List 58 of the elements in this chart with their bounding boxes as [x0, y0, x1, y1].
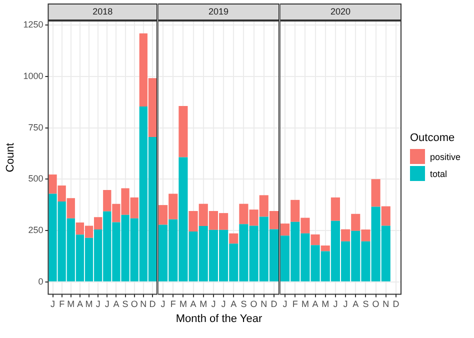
x-tick-label: S	[122, 299, 128, 310]
x-axis-title: Month of the Year	[176, 313, 262, 325]
bar	[229, 233, 238, 244]
x-tick-label: S	[240, 299, 247, 310]
x-tick-label: D	[392, 299, 400, 310]
y-tick-label: 750	[28, 122, 44, 132]
x-tick-label: D	[149, 299, 156, 310]
y-tick-label: 0	[38, 276, 44, 286]
x-tick-label: J	[343, 299, 348, 310]
x-tick-label: J	[221, 299, 226, 310]
x-tick-label: J	[211, 299, 216, 310]
x-tick-label: A	[76, 299, 83, 310]
x-tick-label: J	[160, 299, 166, 310]
x-tick-label: A	[312, 299, 318, 310]
x-tick-label: M	[85, 299, 93, 310]
y-tick-label: 250	[28, 225, 44, 236]
x-tick-label: O	[130, 299, 138, 310]
x-tick-label: O	[250, 299, 258, 310]
x-tick-label: N	[260, 299, 268, 310]
legend-title: Outcome	[410, 132, 456, 144]
x-tick-label: M	[301, 299, 309, 310]
x-tick-label: J	[282, 299, 288, 310]
x-tick-label: M	[179, 299, 187, 310]
x-tick-label: M	[200, 299, 208, 310]
x-tick-label: J	[333, 299, 338, 310]
x-tick-label: M	[67, 299, 75, 310]
x-tick-label: F	[170, 299, 176, 310]
bar	[330, 197, 340, 221]
y-tick-label: 500	[28, 174, 44, 184]
y-tick-label: 1000	[23, 70, 44, 81]
x-tick-label: J	[50, 299, 56, 310]
legend-label: positive	[430, 152, 461, 162]
bar	[310, 234, 320, 246]
x-tick-label: N	[382, 299, 390, 310]
x-tick-label: D	[270, 299, 278, 310]
x-tick-label: M	[322, 299, 330, 310]
x-tick-label: A	[190, 299, 196, 310]
chart-title: 2018	[92, 6, 113, 16]
x-tick-label: N	[140, 299, 147, 310]
x-tick-label: F	[59, 299, 66, 310]
bar	[280, 224, 290, 236]
y-tick-label: 1250	[23, 20, 44, 30]
x-tick-label: A	[230, 299, 237, 310]
legend-label: total	[430, 168, 448, 178]
chart-title: 2019	[208, 6, 229, 16]
y-axis-title: Count	[4, 142, 17, 172]
x-tick-label: F	[292, 299, 298, 310]
x-tick-label: A	[352, 299, 359, 310]
bar	[381, 206, 390, 226]
x-tick-label: A	[113, 299, 120, 310]
chart-title: 2020	[330, 6, 351, 16]
bar	[320, 246, 330, 252]
bar	[178, 106, 188, 158]
x-tick-label: J	[104, 299, 110, 310]
bar	[371, 179, 380, 207]
x-tick-label: J	[96, 299, 100, 310]
x-tick-label: O	[372, 299, 380, 310]
x-tick-label: S	[362, 299, 369, 310]
